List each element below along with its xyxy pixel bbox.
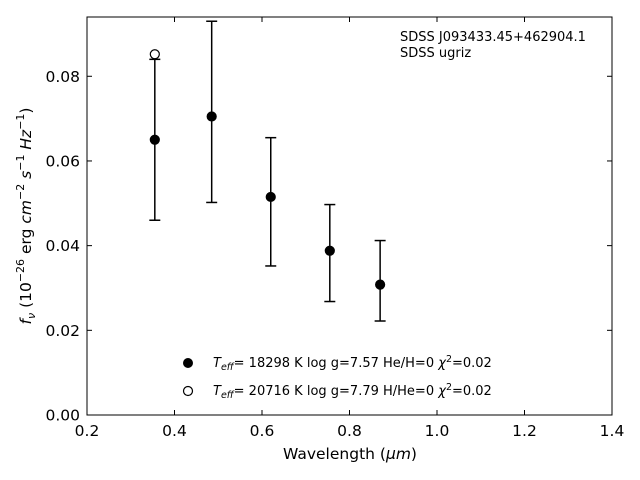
legend-marker-open — [182, 385, 194, 397]
y-axis-label: fν (10−26 erg cm−2 s−1 Hz−1) — [14, 108, 38, 325]
x-tick-label: 1.2 — [512, 422, 537, 440]
x-tick-label: 0.4 — [162, 422, 187, 440]
annotation-photometry: SDSS ugriz — [400, 46, 471, 61]
data-markers — [149, 49, 386, 290]
x-tick-label: 0.8 — [337, 422, 362, 440]
y-tick-label: 0.02 — [45, 322, 80, 340]
axis-ticks: 0.2 0.4 0.6 0.8 1.0 1.2 1.4 0.00 0.02 0.04 0.06 0.0… — [45, 17, 624, 440]
data-point-filled — [265, 191, 276, 203]
data-point-filled — [149, 134, 160, 145]
legend-marker-filled — [183, 358, 193, 368]
y-tick-label: 0.08 — [45, 68, 80, 86]
data-point-open — [149, 49, 160, 60]
x-tick-label: 0.2 — [75, 422, 100, 440]
y-tick-label: 0.06 — [45, 152, 80, 170]
x-tick-label: 0.6 — [250, 422, 275, 440]
x-tick-label: 1.0 — [425, 422, 450, 440]
legend-entry-2: Teff= 20716 K log g=7.79 H/He=0 χ2=0.02 — [213, 382, 492, 401]
data-point-filled — [324, 245, 335, 256]
legend: Teff= 18298 K log g=7.57 He/H=0 χ2=0.02 … — [182, 354, 492, 401]
data-point-filled — [375, 279, 386, 290]
x-tick-label: 1.4 — [600, 422, 625, 440]
x-axis-label: Wavelength (μm) — [283, 445, 417, 463]
y-tick-label: 0.04 — [45, 237, 80, 255]
y-tick-label: 0.00 — [45, 407, 80, 425]
error-bars — [149, 20, 386, 322]
legend-entry-1: Teff= 18298 K log g=7.57 He/H=0 χ2=0.02 — [213, 354, 492, 373]
data-point-filled — [206, 111, 217, 122]
annotation-object-name: SDSS J093433.45+462904.1 — [400, 30, 586, 45]
